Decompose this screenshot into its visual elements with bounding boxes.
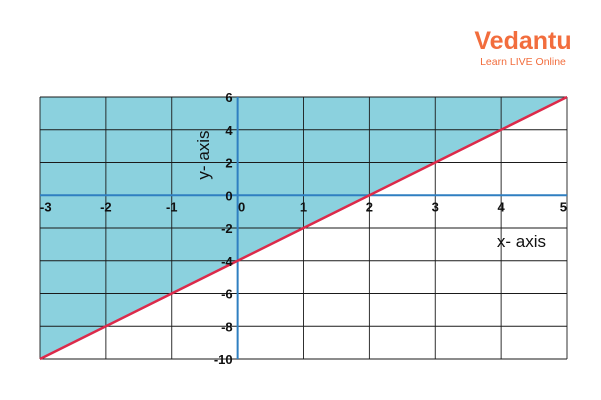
- y-tick-label: -6: [221, 287, 233, 302]
- y-tick-label: -2: [221, 221, 233, 236]
- x-tick-label: 2: [366, 199, 373, 214]
- x-tick-label: 1: [300, 199, 307, 214]
- y-tick-label: 0: [225, 188, 232, 203]
- x-tick-label: -3: [40, 199, 52, 214]
- x-tick-label: 4: [498, 199, 506, 214]
- y-tick-label: 2: [225, 156, 232, 171]
- x-tick-label: 0: [238, 199, 245, 214]
- y-tick-label: -4: [221, 254, 233, 269]
- y-tick-label: 6: [225, 90, 232, 105]
- y-tick-label: -8: [221, 319, 233, 334]
- x-axis-title: x- axis: [497, 232, 546, 251]
- y-axis-title: y- axis: [194, 130, 213, 179]
- logo-tagline: Learn LIVE Online: [480, 56, 566, 68]
- x-tick-label: -1: [166, 199, 178, 214]
- x-tick-label: 3: [432, 199, 439, 214]
- logo-wordmark: Vedantu: [474, 27, 571, 55]
- x-tick-label: -2: [100, 199, 112, 214]
- boundary-line: [39, 95, 568, 361]
- x-tick-label: 5: [560, 199, 567, 214]
- y-tick-label: 4: [225, 123, 233, 138]
- vedantu-logo: Vedantu Learn LIVE Online: [474, 27, 571, 68]
- y-tick-label: -10: [214, 352, 233, 367]
